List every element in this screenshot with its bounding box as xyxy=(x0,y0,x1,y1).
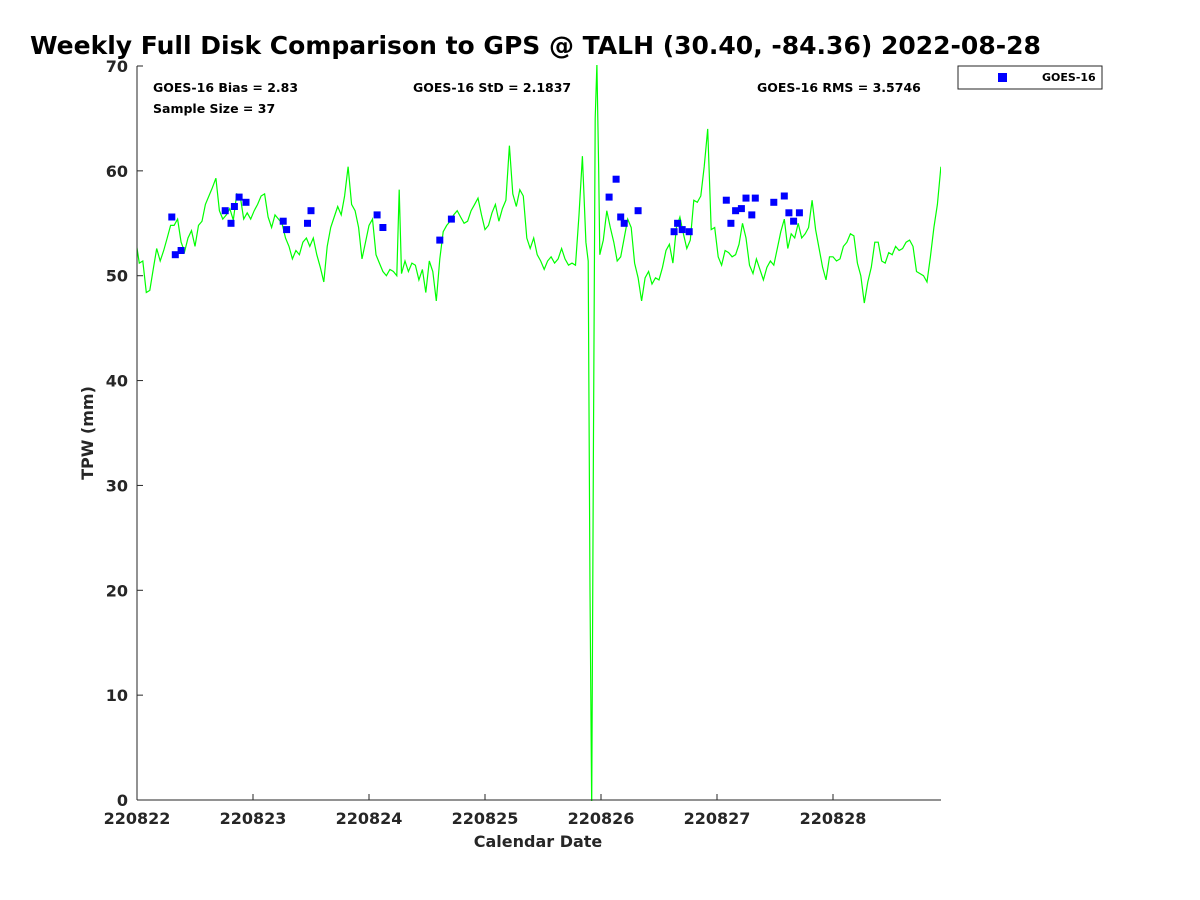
plot-area xyxy=(137,65,941,801)
goes16-point-36 xyxy=(795,209,803,217)
legend: GOES-16 xyxy=(957,65,1103,90)
goes16-point-12 xyxy=(373,211,381,219)
y-ticks: 0 10 20 30 40 50 60 70 xyxy=(106,57,143,810)
goes16-point-8 xyxy=(279,217,287,225)
x-tick-label: 220823 xyxy=(220,809,287,828)
goes16-point-29 xyxy=(742,194,750,202)
x-tick-label: 220822 xyxy=(104,809,171,828)
goes16-point-15 xyxy=(447,215,455,223)
goes16-point-26 xyxy=(727,219,735,227)
goes16-point-6 xyxy=(235,193,243,201)
y-tick-label: 30 xyxy=(106,476,128,495)
goes16-point-31 xyxy=(751,194,759,202)
goes16-point-14 xyxy=(436,236,444,244)
legend-marker-goes16 xyxy=(998,73,1007,82)
y-axis-label: TPW (mm) xyxy=(78,386,97,480)
goes16-point-33 xyxy=(780,192,788,200)
goes16-point-0 xyxy=(168,213,176,221)
goes16-point-28 xyxy=(737,205,745,213)
y-tick-label: 40 xyxy=(106,372,128,391)
goes16-point-20 xyxy=(634,207,642,215)
goes16-point-27 xyxy=(732,207,740,215)
x-ticks: 220822 220823 220824 220825 220826 220827 2208… xyxy=(104,794,867,828)
gps-line xyxy=(137,65,941,801)
goes16-point-22 xyxy=(674,219,682,227)
std-stat: GOES-16 StD = 2.1837 xyxy=(413,80,571,95)
goes16-point-13 xyxy=(379,224,387,231)
sample-size-stat: Sample Size = 37 xyxy=(153,101,275,116)
goes16-point-34 xyxy=(785,209,793,217)
bias-stat: GOES-16 Bias = 2.83 xyxy=(153,80,298,95)
goes16-point-21 xyxy=(670,228,678,236)
x-tick-label: 220825 xyxy=(452,809,519,828)
x-tick-label: 220827 xyxy=(684,809,751,828)
y-tick-label: 70 xyxy=(106,57,128,76)
goes16-point-19 xyxy=(620,219,628,227)
goes16-point-17 xyxy=(612,175,620,183)
y-tick-label: 10 xyxy=(106,686,128,705)
x-tick-label: 220824 xyxy=(336,809,403,828)
legend-label-goes16: GOES-16 xyxy=(1042,71,1096,84)
goes16-point-10 xyxy=(304,219,311,227)
goes16-point-1 xyxy=(171,251,179,259)
goes16-point-7 xyxy=(242,198,250,206)
goes16-point-5 xyxy=(230,203,238,210)
rms-stat: GOES-16 RMS = 3.5746 xyxy=(757,80,921,95)
goes16-point-9 xyxy=(283,226,291,234)
goes16-point-35 xyxy=(790,217,798,225)
legend-box xyxy=(957,65,1103,90)
goes16-point-24 xyxy=(685,228,693,236)
goes16-point-3 xyxy=(221,207,229,215)
goes16-point-18 xyxy=(617,213,625,221)
chart-title: Weekly Full Disk Comparison to GPS @ TAL… xyxy=(30,31,1041,60)
x-tick-label: 220826 xyxy=(568,809,635,828)
y-tick-label: 20 xyxy=(106,581,128,600)
goes16-point-32 xyxy=(770,198,778,206)
y-tick-label: 50 xyxy=(106,267,128,286)
goes16-point-25 xyxy=(722,196,730,204)
goes16-point-4 xyxy=(227,219,235,227)
goes16-point-30 xyxy=(748,211,756,219)
y-tick-label: 0 xyxy=(117,791,128,810)
x-axis-label: Calendar Date xyxy=(474,832,603,851)
goes16-point-2 xyxy=(177,247,185,254)
goes16-point-23 xyxy=(678,226,686,234)
goes16-point-16 xyxy=(605,193,613,201)
y-tick-label: 60 xyxy=(106,162,128,181)
goes16-point-11 xyxy=(307,207,315,215)
x-tick-label: 220828 xyxy=(800,809,867,828)
